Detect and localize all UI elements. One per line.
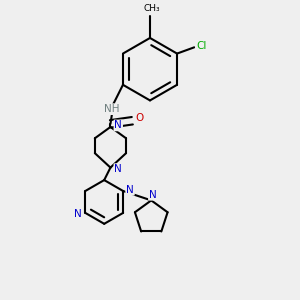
Text: N: N — [114, 164, 122, 174]
Text: Cl: Cl — [196, 41, 206, 51]
Text: CH₃: CH₃ — [143, 4, 160, 13]
Text: O: O — [135, 113, 143, 123]
Text: N: N — [114, 120, 122, 130]
Text: N: N — [126, 185, 134, 195]
Text: N: N — [149, 190, 157, 200]
Text: N: N — [74, 209, 81, 219]
Text: NH: NH — [104, 104, 120, 114]
